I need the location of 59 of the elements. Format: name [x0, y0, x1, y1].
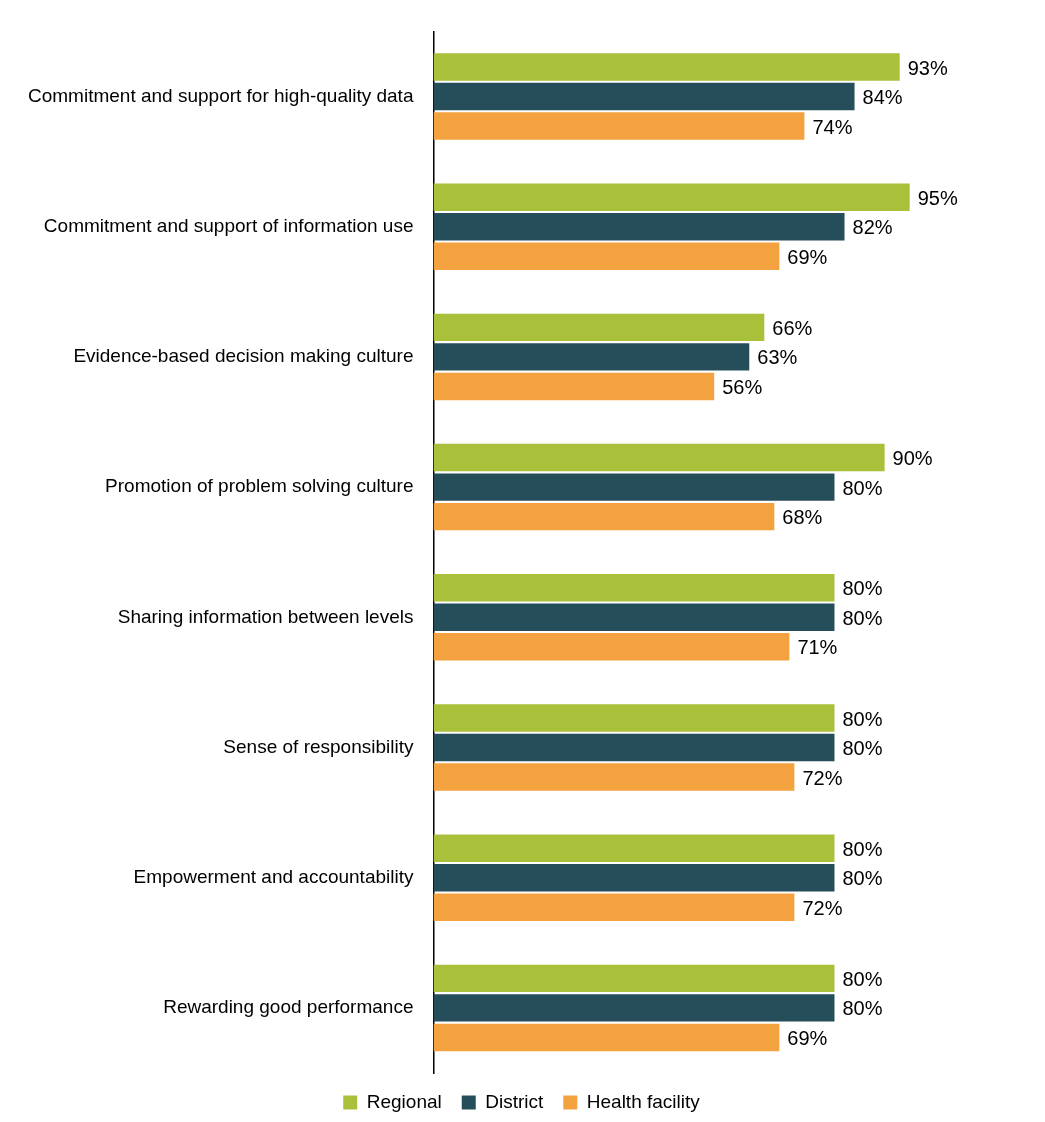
- bar: [433, 1023, 780, 1052]
- legend-label: District: [485, 1090, 544, 1112]
- bar: [433, 633, 790, 661]
- data-label: 74%: [812, 115, 853, 138]
- data-label: 80%: [842, 867, 883, 890]
- bar: [433, 763, 795, 791]
- data-label: 84%: [862, 86, 903, 109]
- data-label: 69%: [787, 245, 828, 268]
- data-label: 82%: [852, 216, 893, 239]
- legend-label: Regional: [366, 1090, 442, 1112]
- y-tick-label: Sense of responsibility: [223, 735, 414, 757]
- data-label: 90%: [892, 447, 933, 470]
- data-label: 68%: [782, 506, 823, 529]
- bar: [433, 893, 795, 921]
- bar: [433, 994, 835, 1022]
- data-label: 80%: [842, 737, 883, 760]
- data-label: 69%: [787, 1026, 828, 1049]
- bar: [433, 343, 750, 371]
- bar: [433, 733, 835, 762]
- data-label: 56%: [722, 375, 763, 398]
- y-tick-label: Evidence-based decision making culture: [73, 345, 414, 367]
- bar: [433, 473, 835, 501]
- bar: [433, 212, 845, 241]
- data-label: 80%: [842, 577, 883, 600]
- data-label: 72%: [802, 896, 843, 919]
- bar: [433, 242, 780, 270]
- bar: [433, 443, 885, 472]
- bar: [433, 834, 835, 862]
- data-label: 80%: [842, 997, 883, 1020]
- data-label: 80%: [842, 707, 883, 730]
- data-label: 95%: [917, 186, 958, 209]
- data-label: 80%: [842, 967, 883, 990]
- y-tick-label: Commitment and support for high-quality data: [27, 84, 414, 106]
- bar: [433, 863, 835, 892]
- data-label: 71%: [797, 636, 838, 659]
- bar: [433, 603, 835, 632]
- bar: [433, 313, 765, 342]
- data-label: 66%: [772, 316, 813, 339]
- data-label: 63%: [757, 346, 798, 369]
- y-tick-label: Promotion of problem solving culture: [105, 475, 414, 497]
- data-label: 72%: [802, 766, 843, 789]
- bar: [433, 372, 715, 401]
- bar: [433, 112, 805, 140]
- legend-label: Health facility: [586, 1090, 701, 1112]
- data-label: 80%: [842, 837, 883, 860]
- y-tick-label: Sharing information between levels: [117, 605, 414, 627]
- bar: [433, 964, 835, 993]
- data-label: 93%: [907, 56, 948, 79]
- bar: [433, 53, 900, 81]
- bar: [433, 183, 910, 211]
- y-tick-label: Commitment and support of information use: [43, 214, 414, 236]
- bar: [433, 574, 835, 602]
- y-tick-label: Empowerment and accountability: [133, 865, 414, 887]
- bar: [433, 82, 855, 111]
- bar: [433, 704, 835, 732]
- bar: [433, 502, 775, 531]
- y-tick-label: Rewarding good performance: [163, 996, 414, 1018]
- data-label: 80%: [842, 476, 883, 499]
- data-label: 80%: [842, 606, 883, 629]
